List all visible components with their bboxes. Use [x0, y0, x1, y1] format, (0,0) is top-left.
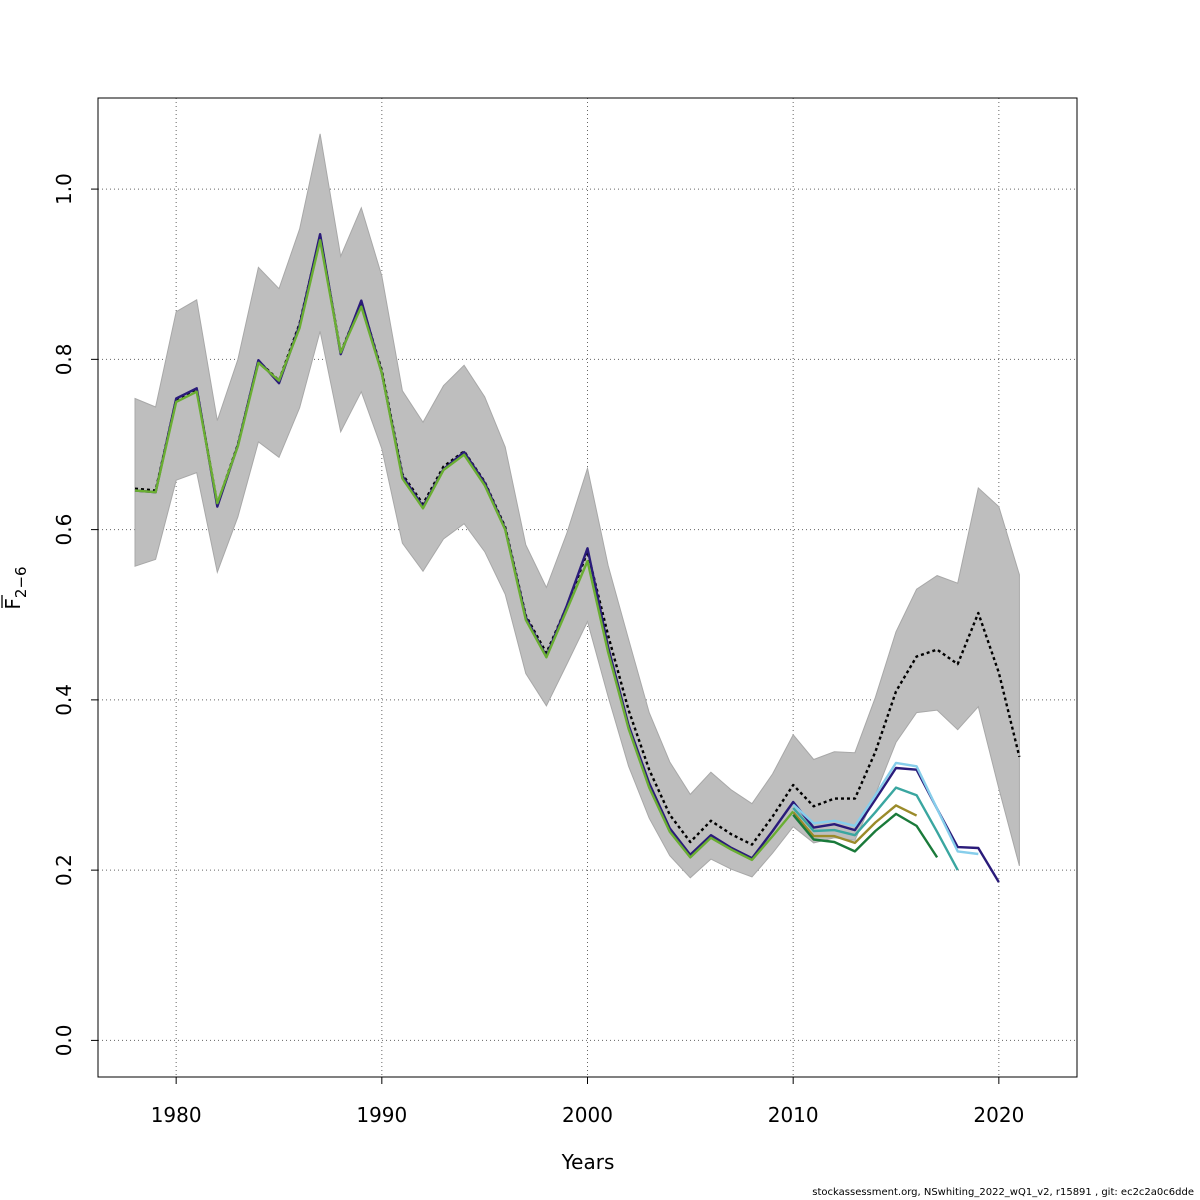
y-axis-title-subscript: 2−6 [12, 566, 30, 598]
y-tick-label: 0.4 [52, 684, 76, 716]
x-tick-label: 2000 [562, 1103, 613, 1127]
series-line-5 [792, 804, 918, 845]
y-tick-label: 0.2 [52, 854, 76, 886]
y-tick-label: 0.0 [52, 1024, 76, 1056]
y-axis-title: F2−6 [1, 566, 30, 609]
series-line-3 [792, 761, 979, 856]
series-line-4 [792, 786, 959, 871]
y-axis: 0.0 0.2 0.4 0.6 0.8 1.0 [52, 173, 99, 1056]
x-axis-title: Years [561, 1150, 615, 1174]
series-line-7 [134, 238, 795, 862]
x-axis: 1980 1990 2000 2010 2020 [151, 1076, 1024, 1127]
x-tick-label: 2010 [768, 1103, 819, 1127]
y-tick-label: 1.0 [52, 173, 76, 205]
confidence-band-layer [134, 133, 1020, 879]
series-line-1 [134, 234, 1021, 846]
series-line-6 [792, 812, 939, 859]
y-axis-title-main: F [1, 598, 25, 610]
confidence-band [134, 133, 1020, 879]
y-axis-title-text: F2−6 [1, 566, 30, 609]
y-tick-label: 0.6 [52, 514, 76, 546]
series-layer [134, 232, 1021, 883]
x-tick-label: 2020 [973, 1103, 1024, 1127]
y-tick-label: 0.8 [52, 343, 76, 375]
series-line-2 [134, 232, 1000, 883]
x-tick-label: 1990 [356, 1103, 407, 1127]
footer-caption: stockassessment.org, NSwhiting_2022_wQ1_… [812, 1187, 1194, 1198]
x-tick-label: 1980 [151, 1103, 202, 1127]
